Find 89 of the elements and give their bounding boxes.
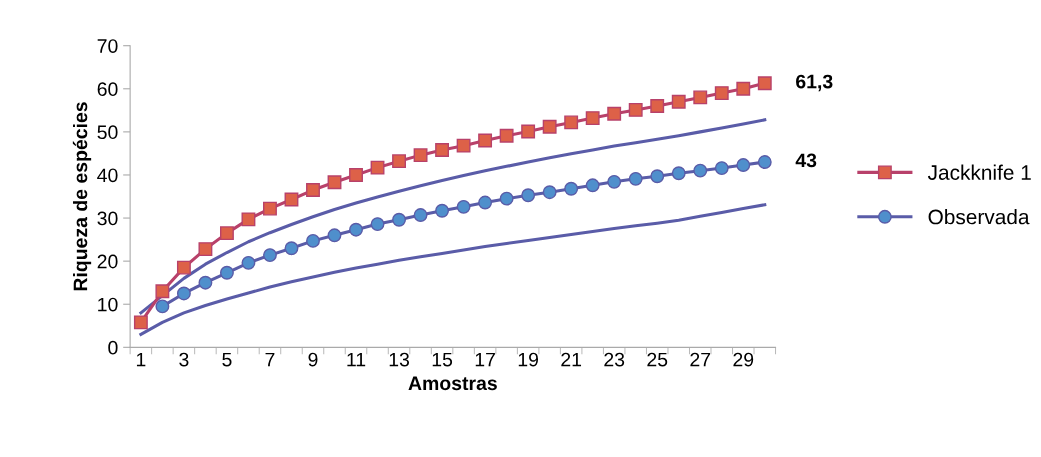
point: [499, 128, 514, 143]
point: [219, 226, 234, 241]
point: [349, 222, 363, 237]
point: [176, 286, 191, 301]
point: [413, 148, 428, 163]
point: [607, 106, 622, 121]
point: [542, 185, 557, 200]
point: [478, 195, 493, 210]
y-tick-label: 70: [97, 39, 118, 53]
point: [585, 111, 600, 126]
point: [392, 212, 406, 227]
line-series: [139, 118, 767, 315]
point: [263, 201, 277, 216]
legend-label: Observada: [928, 209, 1030, 225]
x-tick-label: 5: [222, 352, 232, 367]
point: [521, 188, 536, 203]
point: [499, 191, 514, 206]
point: [306, 183, 320, 197]
x-tick-label: 25: [647, 352, 668, 367]
point: [671, 94, 686, 109]
point: [435, 143, 450, 157]
x-tick-label: 21: [561, 352, 582, 367]
point: [564, 115, 579, 130]
point: [757, 155, 772, 169]
point: [327, 228, 342, 243]
y-tick-label: 30: [97, 211, 118, 226]
point: [219, 265, 234, 280]
x-tick-label: 23: [604, 352, 625, 367]
point: [585, 178, 600, 193]
text: 43: [795, 153, 817, 168]
x-tick-label: 3: [179, 352, 189, 367]
y-tick-label: 20: [97, 254, 118, 269]
point: [628, 102, 643, 117]
point: [155, 299, 170, 314]
point: [155, 284, 170, 299]
x-tick-label: 13: [389, 352, 410, 367]
text: 61,3: [796, 74, 833, 92]
point: [176, 260, 191, 275]
point: [521, 124, 536, 139]
point: [456, 138, 471, 153]
point: [693, 90, 708, 105]
y-axis-title: Riqueza de espécies: [72, 102, 92, 291]
point: [370, 160, 385, 175]
y-tick-label: 0: [108, 340, 118, 355]
x-tick-label: 29: [733, 352, 754, 367]
x-tick-label: 17: [475, 352, 495, 367]
point: [628, 171, 643, 186]
x-axis-title: Amostras: [408, 376, 497, 391]
point: [435, 203, 450, 218]
y-tick-label: 50: [97, 125, 118, 140]
x-tick-label: 27: [690, 352, 711, 367]
point: [714, 161, 729, 176]
point: [714, 86, 729, 101]
point: [133, 315, 148, 330]
point: [650, 169, 665, 184]
point: [542, 119, 557, 134]
line-series: [139, 203, 767, 336]
x-tick-label: 7: [265, 352, 275, 367]
point: [650, 99, 665, 113]
point: [757, 76, 772, 91]
legend-label: Jackknife 1: [927, 164, 1031, 180]
point: [327, 175, 342, 190]
point: [671, 166, 686, 181]
point: [284, 241, 299, 256]
x-tick-label: 19: [518, 352, 539, 367]
point: [370, 217, 385, 232]
point: [241, 255, 256, 270]
point: [413, 208, 428, 222]
point: [263, 248, 277, 263]
x-tick-label: 1: [136, 352, 146, 367]
point: [349, 168, 363, 182]
point: [392, 154, 406, 169]
y-tick-label: 40: [97, 168, 118, 183]
y-tick-label: 60: [97, 82, 118, 97]
point: [693, 163, 708, 178]
point: [736, 81, 751, 96]
point: [564, 181, 579, 196]
point: [198, 242, 213, 257]
x-tick-label: 11: [347, 352, 366, 367]
x-tick-label: 9: [308, 352, 318, 367]
point: [306, 233, 320, 248]
point: [198, 275, 213, 290]
point: [478, 133, 493, 148]
x-tick-label: 15: [432, 352, 453, 367]
point: [456, 199, 471, 214]
point: [607, 174, 622, 189]
y-tick-label: 10: [98, 297, 118, 312]
point: [241, 212, 256, 227]
point: [736, 158, 751, 173]
